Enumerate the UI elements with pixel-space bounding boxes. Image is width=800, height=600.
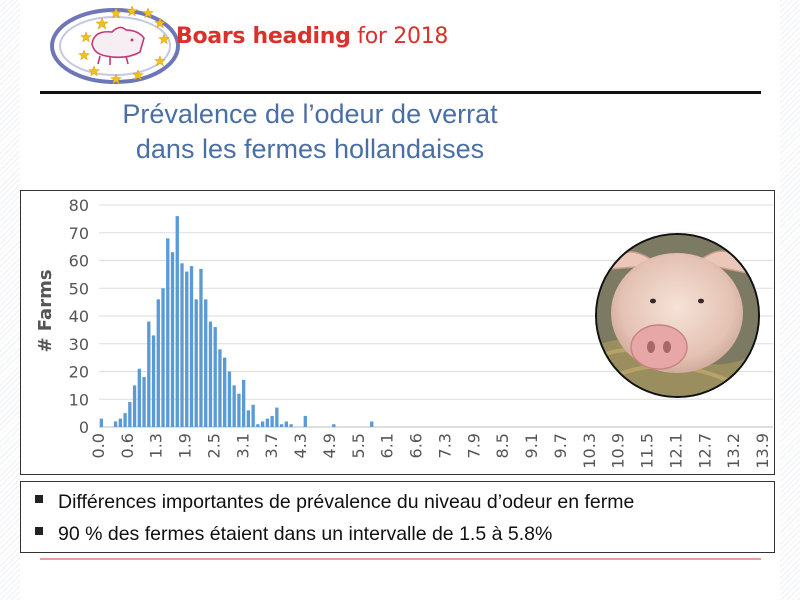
histogram-bar: [194, 299, 198, 427]
histogram-bar: [137, 368, 141, 427]
bullet-item: 90 % des fermes étaient dans un interval…: [35, 523, 552, 546]
histogram-bar: [156, 299, 160, 427]
x-tick-label: 1.3: [147, 433, 166, 458]
brand-bold: Boars heading: [176, 24, 351, 49]
slide: Boars heading for 2018 Prévalence de l’o…: [20, 0, 780, 600]
y-axis-label: # Farms: [35, 269, 56, 352]
histogram-bar: [218, 349, 222, 427]
x-tick-label: 2.5: [204, 433, 223, 458]
histogram-bar: [260, 421, 265, 427]
x-tick-label: 9.7: [551, 433, 570, 458]
y-tick-label: 20: [69, 363, 89, 382]
histogram-bar: [199, 268, 203, 427]
histogram-bar: [370, 421, 374, 427]
histogram-bar: [279, 424, 284, 427]
x-tick-label: 4.9: [320, 433, 339, 458]
histogram-bar: [170, 252, 175, 427]
x-tick-label: 10.9: [609, 433, 628, 469]
histogram-bar: [213, 327, 217, 427]
histogram-bar: [208, 321, 213, 427]
bullet-square-icon: [35, 494, 43, 503]
x-tick-label: 4.3: [291, 433, 310, 458]
histogram-bar: [166, 238, 170, 427]
header-divider: [40, 91, 761, 94]
histogram-bar: [185, 271, 189, 427]
x-tick-label: 7.9: [464, 433, 483, 458]
histogram-bar: [237, 393, 241, 427]
histogram-bar: [132, 385, 137, 427]
histogram-bar: [118, 418, 123, 427]
x-tick-label: 3.1: [233, 433, 252, 458]
histogram-bar: [123, 413, 127, 427]
bullet-text: 90 % des fermes étaient dans un interval…: [58, 523, 553, 545]
histogram-bar: [332, 424, 336, 427]
histogram-bar: [284, 421, 289, 427]
x-tick-label: 0.6: [118, 433, 137, 458]
bullet-text: Différences importantes de prévalence du…: [58, 491, 635, 513]
histogram-bar: [275, 407, 279, 427]
x-tick-label: 8.5: [493, 433, 512, 458]
histogram-bar: [142, 377, 146, 427]
histogram-bar: [147, 321, 151, 427]
x-tick-label: 13.9: [753, 433, 772, 469]
histogram-bar: [227, 371, 232, 427]
title-line-1: Prévalence de l’odeur de verrat: [122, 99, 498, 129]
x-tick-label: 1.9: [176, 433, 195, 458]
histogram-bar: [128, 402, 132, 427]
brand-light: for 2018: [350, 24, 449, 49]
bullet-square-icon: [35, 526, 43, 535]
histogram-bar: [241, 379, 246, 427]
x-tick-label: 0.0: [89, 433, 108, 458]
histogram-bar: [161, 288, 165, 427]
footer-divider: [40, 558, 761, 560]
brand-name: Boars heading for 2018: [176, 24, 448, 49]
y-tick-label: 70: [69, 224, 89, 243]
histogram-bar: [289, 424, 293, 427]
x-tick-label: 7.3: [435, 433, 454, 458]
histogram-bar: [303, 415, 307, 427]
y-tick-label: 60: [69, 252, 89, 271]
slide-title: Prévalence de l’odeur de verrat dans les…: [120, 97, 500, 167]
histogram-bar: [151, 335, 156, 427]
x-tick-label: 13.2: [724, 433, 743, 469]
histogram-bar: [246, 410, 251, 427]
y-tick-label: 0: [79, 418, 89, 437]
x-tick-label: 5.5: [349, 433, 368, 458]
x-tick-label: 3.7: [262, 433, 281, 458]
x-tick-label: 12.7: [695, 433, 714, 469]
histogram-bar: [265, 418, 270, 427]
title-line-2: dans les fermes hollandaises: [135, 134, 485, 164]
y-tick-label: 40: [69, 307, 89, 326]
farms-histogram: 0 10 20 30 40 50 60 70 80 0.0 0.6 1.3 1.9 2.5 3.1 3.7 4.…: [35, 196, 773, 469]
histogram-bar: [204, 299, 208, 427]
y-tick-label: 30: [69, 335, 89, 354]
x-tick-label: 6.6: [407, 433, 426, 458]
y-tick-label: 80: [69, 196, 89, 215]
histogram-bar: [232, 385, 236, 427]
x-tick-label: 9.1: [522, 433, 541, 458]
histogram-bar: [180, 263, 184, 427]
y-tick-label: 50: [69, 279, 89, 298]
histogram-bar: [270, 415, 274, 427]
x-tick-label: 11.5: [638, 433, 657, 469]
histogram-bar: [99, 418, 104, 427]
eu-stars-pig-logo-icon: [50, 5, 180, 85]
histogram-bar: [113, 421, 118, 427]
pig-photo-icon: [595, 233, 760, 398]
x-tick-label: 12.1: [666, 433, 685, 469]
histogram-bar: [223, 357, 227, 427]
histogram-bar: [175, 216, 179, 427]
x-tick-label: 6.1: [378, 433, 397, 458]
histogram-bar: [256, 424, 260, 427]
bullet-item: Différences importantes de prévalence du…: [35, 491, 634, 514]
x-tick-label: 10.3: [580, 433, 599, 469]
histogram-bar: [189, 266, 194, 427]
y-tick-label: 10: [69, 390, 89, 409]
bullet-list: Différences importantes de prévalence du…: [20, 481, 775, 553]
histogram-bar: [251, 404, 255, 427]
